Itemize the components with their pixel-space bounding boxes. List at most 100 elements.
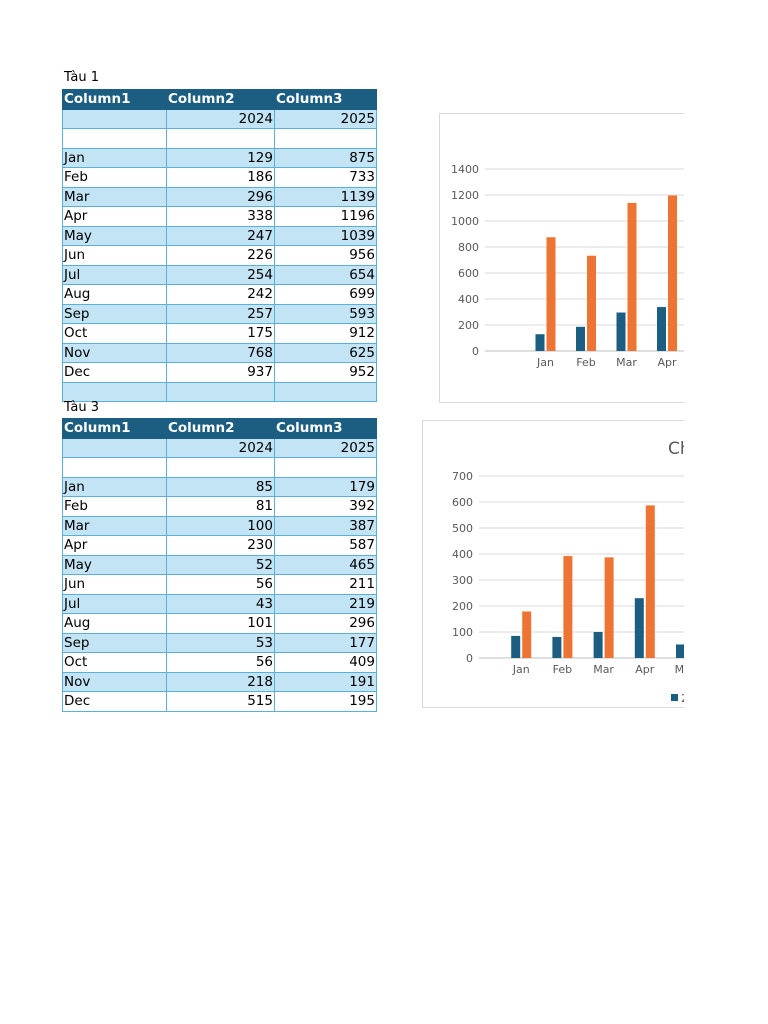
cell[interactable]: 101	[166, 613, 275, 634]
table-row: Jul 43 219	[62, 593, 377, 614]
cell[interactable]: 515	[166, 691, 275, 712]
cell[interactable]: 296	[166, 186, 275, 207]
column-header[interactable]: Column1	[62, 89, 167, 110]
cell[interactable]: 956	[274, 245, 377, 266]
cell[interactable]	[274, 128, 377, 149]
y-tick-label: 600	[452, 496, 473, 509]
y-tick-label: 0	[472, 345, 479, 358]
cell[interactable]	[62, 381, 167, 402]
legend-label: 2	[681, 692, 684, 705]
cell[interactable]: Mar	[62, 515, 167, 536]
cell[interactable]: 912	[274, 323, 377, 344]
cell[interactable]: 226	[166, 245, 275, 266]
table-row: Apr 338 1196	[62, 206, 377, 227]
cell[interactable]	[62, 457, 167, 478]
cell[interactable]: 338	[166, 206, 275, 227]
table-row: Aug 101 296	[62, 613, 377, 634]
x-tick-label: Apr	[657, 356, 677, 369]
cell[interactable]: Dec	[62, 362, 167, 383]
cell[interactable]: Apr	[62, 535, 167, 556]
cell[interactable]: Jan	[62, 476, 167, 497]
bar-2025	[546, 237, 556, 351]
cell[interactable]	[62, 128, 167, 149]
x-tick-label: Feb	[553, 663, 572, 676]
cell[interactable]: 186	[166, 167, 275, 188]
cell[interactable]: Sep	[62, 303, 167, 324]
table-row: Apr 230 587	[62, 535, 377, 556]
cell[interactable]: Feb	[62, 496, 167, 517]
cell[interactable]: 191	[274, 671, 377, 692]
chart-tau-1[interactable]: 0200400600800100012001400JanFebMarAprMay…	[439, 113, 684, 403]
bar-2024	[535, 334, 545, 351]
cell[interactable]: 733	[274, 167, 377, 188]
year-cell[interactable]: 2025	[274, 437, 377, 458]
y-tick-label: 200	[452, 600, 473, 613]
cell[interactable]	[166, 381, 275, 402]
column-header[interactable]: Column1	[62, 418, 167, 439]
table-row: Jan 129 875	[62, 147, 377, 168]
cell[interactable]: May	[62, 225, 167, 246]
cell[interactable]: 230	[166, 535, 275, 556]
cell[interactable]: May	[62, 554, 167, 575]
year-cell[interactable]: 2024	[166, 437, 275, 458]
year-cell[interactable]: 2025	[274, 108, 377, 129]
cell[interactable]: Mar	[62, 186, 167, 207]
y-tick-label: 100	[452, 626, 473, 639]
bar-2024	[634, 598, 644, 658]
cell[interactable]: 875	[274, 147, 377, 168]
cell[interactable]: 409	[274, 652, 377, 673]
cell[interactable]: Oct	[62, 323, 167, 344]
year-cell[interactable]	[62, 437, 167, 458]
cell[interactable]: 699	[274, 284, 377, 305]
column-header[interactable]: Column3	[274, 89, 377, 110]
cell[interactable]: Jun	[62, 574, 167, 595]
cell[interactable]: 175	[166, 323, 275, 344]
cell[interactable]: 296	[274, 613, 377, 634]
cell[interactable]	[274, 457, 377, 478]
column-header[interactable]: Column3	[274, 418, 377, 439]
table-row: Jul 254 654	[62, 264, 377, 285]
cell[interactable]: Dec	[62, 691, 167, 712]
cell[interactable]	[166, 457, 275, 478]
cell[interactable]: 254	[166, 264, 275, 285]
cell[interactable]: 593	[274, 303, 377, 324]
cell[interactable]: Apr	[62, 206, 167, 227]
cell[interactable]: Nov	[62, 342, 167, 363]
chart-tau-3[interactable]: 0100200300400500600700JanFebMarAprMayJun…	[422, 420, 684, 708]
bar-2025	[587, 255, 596, 351]
cell[interactable]: Nov	[62, 671, 167, 692]
cell[interactable]	[274, 381, 377, 402]
year-row: 2024 2025	[62, 108, 377, 129]
cell[interactable]: 654	[274, 264, 377, 285]
cell[interactable]: 768	[166, 342, 275, 363]
bar-2024	[593, 632, 603, 658]
x-tick-label: Jan	[512, 663, 530, 676]
cell[interactable]: 242	[166, 284, 275, 305]
blank-row	[62, 381, 377, 402]
cell[interactable]: 43	[166, 593, 275, 614]
cell[interactable]: 211	[274, 574, 377, 595]
cell[interactable]: 1196	[274, 206, 377, 227]
cell[interactable]: Aug	[62, 613, 167, 634]
cell[interactable]: 195	[274, 691, 377, 712]
cell[interactable]: 218	[166, 671, 275, 692]
column-header[interactable]: Column2	[166, 89, 275, 110]
cell[interactable]: 247	[166, 225, 275, 246]
cell[interactable]: Jan	[62, 147, 167, 168]
cell[interactable]: 219	[274, 593, 377, 614]
y-tick-label: 200	[458, 319, 479, 332]
cell[interactable]: 1139	[274, 186, 377, 207]
table-row: Feb 186 733	[62, 167, 377, 188]
cell[interactable]: 129	[166, 147, 275, 168]
cell[interactable]: 952	[274, 362, 377, 383]
cell[interactable]: 56	[166, 574, 275, 595]
table-row: Jun 226 956	[62, 245, 377, 266]
year-cell[interactable]: 2024	[166, 108, 275, 129]
cell[interactable]: 1039	[274, 225, 377, 246]
cell[interactable]: Feb	[62, 167, 167, 188]
cell[interactable]: 587	[274, 535, 377, 556]
cell[interactable]: 257	[166, 303, 275, 324]
cell[interactable]: Oct	[62, 652, 167, 673]
cell[interactable]: 625	[274, 342, 377, 363]
cell[interactable]: 392	[274, 496, 377, 517]
